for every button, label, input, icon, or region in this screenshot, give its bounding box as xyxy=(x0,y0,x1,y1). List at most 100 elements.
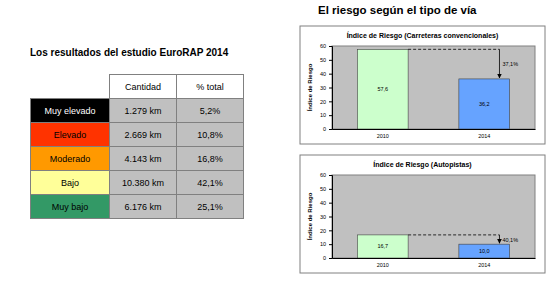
x-tick: 2014 xyxy=(478,258,490,268)
bar xyxy=(357,49,408,129)
table-cell: 42,1% xyxy=(177,171,244,195)
x-tick-label: 2010 xyxy=(377,133,389,139)
y-tick-mark xyxy=(329,189,332,190)
y-tick-label: 20 xyxy=(320,228,326,234)
y-tick-mark xyxy=(329,46,332,47)
charts: Índice de Riesgo (Carreteras convenciona… xyxy=(0,0,556,286)
y-tick-mark xyxy=(329,74,332,75)
y-tick-label: 50 xyxy=(320,57,326,63)
annotation: 40,1% xyxy=(502,237,518,243)
y-tick-label: 40 xyxy=(320,200,326,206)
plot-area xyxy=(332,46,535,129)
header-row: Cantidad% total xyxy=(31,75,244,99)
y-tick-label: 50 xyxy=(320,186,326,192)
annotation-arrow xyxy=(499,49,500,78)
y-tick-mark xyxy=(329,129,332,130)
table-row: Muy bajo6.176 km25,1% xyxy=(31,195,244,219)
y-tick-label: 40 xyxy=(320,71,326,77)
y-tick-label: 30 xyxy=(320,85,326,91)
row-label: Elevado xyxy=(31,123,110,147)
x-tick-label: 2010 xyxy=(377,262,389,268)
header-blank xyxy=(31,75,110,99)
table-cell: 4.143 km xyxy=(110,147,177,171)
y-tick-label: 30 xyxy=(320,214,326,220)
table-title: Los resultados del estudio EuroRAP 2014 xyxy=(30,47,228,58)
y-tick-label: 0 xyxy=(323,255,326,261)
table-row: Moderado4.143 km16,8% xyxy=(31,147,244,171)
table-cell: 2.669 km xyxy=(110,123,177,147)
data-label: 10,0 xyxy=(479,248,490,254)
y-tick-label: 0 xyxy=(323,126,326,132)
y-axis: 0 10 20 30 40 50 60 xyxy=(320,172,333,261)
table-cell: 6.176 km xyxy=(110,195,177,219)
y-tick-mark xyxy=(329,101,332,102)
results-table: Cantidad% totalMuy elevado1.279 km5,2%El… xyxy=(30,74,244,219)
y-tick-label: 10 xyxy=(320,241,326,247)
x-axis: 2010 2014 xyxy=(333,258,536,268)
data-label: 36,2 xyxy=(479,101,490,107)
header-cell: Cantidad xyxy=(110,75,177,99)
table-row: Elevado2.669 km10,8% xyxy=(31,123,244,147)
x-tick: 2010 xyxy=(377,258,389,268)
y-axis-line xyxy=(329,176,333,259)
chart-frame xyxy=(300,26,545,144)
y-tick: 30 xyxy=(320,214,332,220)
y-tick-mark xyxy=(329,88,332,89)
y-tick: 30 xyxy=(320,85,332,91)
x-axis: 2010 2014 xyxy=(333,129,536,139)
header-cell: % total xyxy=(177,75,244,99)
row-label: Muy elevado xyxy=(31,99,110,123)
annotation-line xyxy=(408,49,499,50)
table-row: Muy elevado1.279 km5,2% xyxy=(31,99,244,123)
y-tick: 50 xyxy=(320,186,332,192)
y-tick-mark xyxy=(329,258,332,259)
x-tick-label: 2014 xyxy=(478,133,490,139)
y-tick-mark xyxy=(329,217,332,218)
y-tick-mark xyxy=(329,175,332,176)
y-tick-mark xyxy=(329,115,332,116)
plot-area xyxy=(332,175,535,258)
table-cell: 10.380 km xyxy=(110,171,177,195)
bars xyxy=(357,235,509,258)
y-axis-title: Índice de Riesgo xyxy=(306,63,313,111)
y-tick: 20 xyxy=(320,99,332,105)
y-axis-title: Índice de Riesgo xyxy=(306,192,313,240)
y-axis-line xyxy=(329,47,333,130)
bar xyxy=(459,79,510,129)
y-tick-label: 60 xyxy=(320,43,326,49)
y-tick: 10 xyxy=(320,112,332,118)
y-tick-mark xyxy=(329,230,332,231)
x-tick-label: 2014 xyxy=(478,262,490,268)
data-label: 57,6 xyxy=(377,86,388,92)
table-cell: 16,8% xyxy=(177,147,244,171)
y-tick-label: 20 xyxy=(320,99,326,105)
heading: El riesgo según el tipo de vía xyxy=(318,4,476,16)
annotation-arrow xyxy=(499,235,500,243)
bars xyxy=(357,49,509,129)
y-tick: 60 xyxy=(320,43,332,49)
table-cell: 5,2% xyxy=(177,99,244,123)
bar xyxy=(357,235,408,258)
row-label: Bajo xyxy=(31,171,110,195)
y-axis: 0 10 20 30 40 50 60 xyxy=(320,43,333,132)
y-tick: 0 xyxy=(323,255,332,261)
y-tick-mark xyxy=(329,244,332,245)
y-tick: 0 xyxy=(323,126,332,132)
bar xyxy=(459,244,510,258)
y-tick: 10 xyxy=(320,241,332,247)
y-tick-label: 60 xyxy=(320,172,326,178)
x-axis-line xyxy=(333,258,536,259)
table-row: Bajo10.380 km42,1% xyxy=(31,171,244,195)
annotation-line xyxy=(408,234,499,235)
chart-title: Índice de Riesgo (Carreteras convenciona… xyxy=(347,31,499,40)
y-tick: 40 xyxy=(320,200,332,206)
y-tick-mark xyxy=(329,203,332,204)
y-tick-label: 10 xyxy=(320,112,326,118)
data-label: 16,7 xyxy=(377,243,388,249)
x-tick: 2014 xyxy=(478,129,490,139)
y-tick-mark xyxy=(329,60,332,61)
bar-chart: Índice de Riesgo (Autopistas)01020304050… xyxy=(300,155,545,273)
table-cell: 10,8% xyxy=(177,123,244,147)
table-cell: 1.279 km xyxy=(110,99,177,123)
x-axis-line xyxy=(333,129,536,130)
